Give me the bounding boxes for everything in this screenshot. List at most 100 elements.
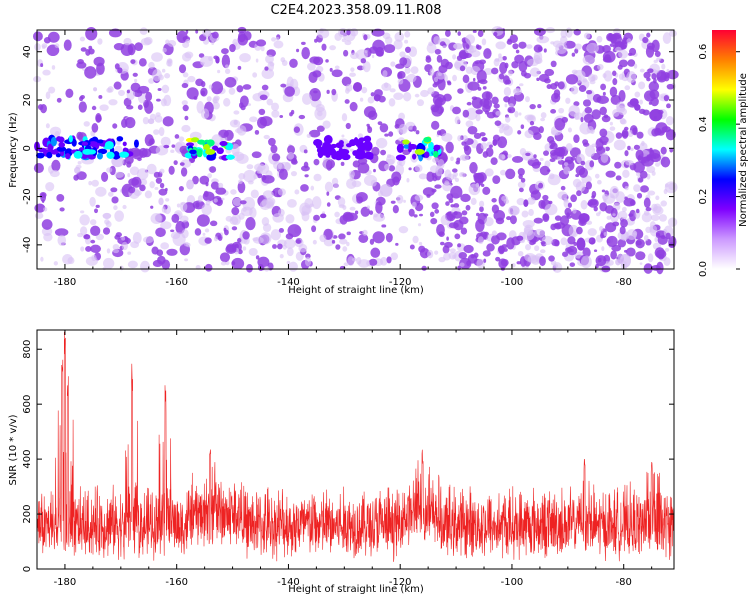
spectrogram-cell <box>154 213 162 222</box>
spectrogram-cell <box>368 258 378 266</box>
spectrogram-cell <box>582 99 592 107</box>
snr-series-line <box>36 331 675 562</box>
spectrogram-cell <box>599 226 604 232</box>
spectrogram-cell <box>576 190 582 197</box>
spectrogram-cell <box>575 174 580 178</box>
spectrogram-cell <box>639 170 648 179</box>
spectrogram-cell <box>406 177 410 183</box>
spectrogram-cell <box>561 116 569 123</box>
spectrogram-cell <box>249 116 258 123</box>
spectrogram-cell <box>663 75 670 82</box>
spectrogram-cell <box>128 186 136 194</box>
spectrogram-cell <box>422 187 435 197</box>
spectrogram-cell <box>484 216 494 227</box>
spectrogram-cell <box>646 154 652 161</box>
spectrogram-cell <box>380 256 388 266</box>
spectrogram-cell <box>268 137 276 146</box>
spectrogram-cell <box>620 218 628 228</box>
spectrogram-cell <box>351 257 357 262</box>
spectrogram-cell <box>470 197 477 206</box>
spectrogram-cell <box>560 215 570 226</box>
spectrogram-cell <box>666 103 671 109</box>
spectrogram-cell <box>604 54 612 63</box>
spectrogram-cell <box>309 129 321 138</box>
spectrogram-cell <box>633 144 641 150</box>
spectrogram-cell <box>182 72 189 78</box>
spectrogram-cell <box>428 41 434 47</box>
spectrogram-cell <box>270 144 278 154</box>
spectrogram-cell <box>642 36 649 44</box>
spectrogram-cell <box>246 264 253 273</box>
spectrogram-cell <box>334 211 340 218</box>
spectrogram-cell <box>578 213 590 223</box>
spectrogram-cell <box>522 219 535 228</box>
spectrogram-cell <box>414 164 423 173</box>
spectrogram-cell <box>148 61 155 69</box>
spectrogram-cell <box>469 162 478 174</box>
spectrogram-cell <box>609 43 615 48</box>
spectrogram-band-cell <box>367 155 374 160</box>
spectrogram-cell <box>532 239 536 245</box>
spectrogram-cell <box>95 113 102 123</box>
spectrogram-cell <box>546 169 551 173</box>
spectrogram-cell <box>399 51 406 58</box>
spectrogram-cell <box>495 41 506 50</box>
spectrogram-band-cell <box>189 149 197 155</box>
spectrogram-cell <box>185 39 191 44</box>
spectrogram-cell <box>437 72 442 76</box>
spectrogram-band-cell <box>35 152 45 159</box>
spectrogram-cell <box>335 244 341 250</box>
colorbar-tick-label: 0.0 <box>698 261 709 277</box>
spectrogram-cell <box>475 61 479 65</box>
spectrogram-cell <box>322 120 331 129</box>
spectrogram-cell <box>589 160 595 168</box>
spectrogram-band-cell <box>323 134 333 145</box>
spectrogram-cell <box>173 160 178 166</box>
spectrogram-cell <box>524 129 534 139</box>
spectrogram-cell <box>580 200 588 210</box>
spectrogram-cell <box>112 244 120 251</box>
spectrogram-cell <box>609 126 616 131</box>
spectrogram-cell <box>362 61 371 73</box>
spectrogram-cell <box>174 134 180 139</box>
spectrogram-cell <box>346 29 351 36</box>
spectrogram-cell <box>386 256 392 264</box>
spectrogram-cell <box>609 121 613 126</box>
spectrogram-cell <box>307 62 316 71</box>
spectrogram-cell <box>344 40 352 46</box>
spectrogram-cell <box>395 242 399 246</box>
spectrogram-band-cell <box>51 150 59 155</box>
spectrogram-cell <box>627 145 631 151</box>
spectrogram-cell <box>295 239 302 244</box>
spectrogram-cell <box>452 168 458 173</box>
spectrogram-cell <box>550 129 559 136</box>
spectrogram-cell <box>482 250 491 257</box>
spectrogram-cell <box>77 160 82 165</box>
spectrogram-cell <box>200 80 206 88</box>
spectrogram-cell <box>557 155 562 162</box>
spectrogram-cell <box>438 256 446 263</box>
spectrogram-cell <box>286 198 297 208</box>
spectrogram-cell <box>511 61 519 69</box>
spectrogram-cell <box>275 36 280 41</box>
spectrogram-cell <box>503 96 511 103</box>
spectrogram-cell <box>45 91 51 100</box>
spectrogram-cell <box>280 57 286 63</box>
spectrogram-cell <box>454 233 461 240</box>
spectrogram-cell <box>345 83 353 92</box>
spectrogram-cell <box>542 194 549 201</box>
spectrogram-cell <box>107 191 114 197</box>
spectrogram-cell <box>548 200 553 205</box>
spectrogram-cell <box>639 262 643 265</box>
spectrogram-cell <box>599 136 609 144</box>
spectrogram-cell <box>246 164 254 170</box>
spectrogram-band-cell <box>106 151 115 159</box>
spectrogram-cell <box>508 205 520 216</box>
spectrogram-cell <box>612 213 616 217</box>
spectrogram-panel: -180 -160 -140 -120 -100 -80 -40 -20 0 20 40 Heig… <box>8 26 679 296</box>
spectrogram-cell <box>533 154 537 159</box>
spectrogram-cell <box>53 261 58 266</box>
spectrogram-cell <box>557 81 565 90</box>
spectrogram-cell <box>635 240 642 246</box>
spectrogram-band-cell <box>196 148 203 158</box>
